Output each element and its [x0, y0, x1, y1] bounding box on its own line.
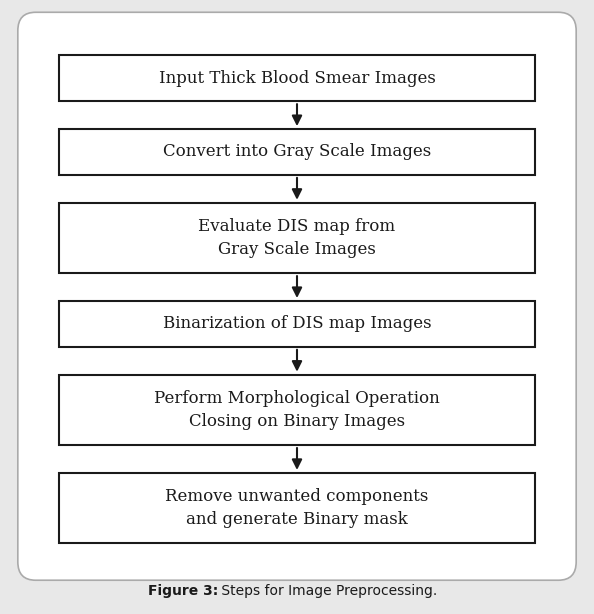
Text: Convert into Gray Scale Images: Convert into Gray Scale Images: [163, 144, 431, 160]
Text: Binarization of DIS map Images: Binarization of DIS map Images: [163, 316, 431, 332]
Text: Evaluate DIS map from
Gray Scale Images: Evaluate DIS map from Gray Scale Images: [198, 218, 396, 258]
Text: Perform Morphological Operation
Closing on Binary Images: Perform Morphological Operation Closing …: [154, 390, 440, 430]
Text: Input Thick Blood Smear Images: Input Thick Blood Smear Images: [159, 70, 435, 87]
Text: Steps for Image Preprocessing.: Steps for Image Preprocessing.: [217, 584, 437, 597]
FancyBboxPatch shape: [18, 12, 576, 580]
FancyBboxPatch shape: [59, 375, 535, 445]
FancyBboxPatch shape: [59, 473, 535, 543]
FancyBboxPatch shape: [59, 203, 535, 273]
Text: Remove unwanted components
and generate Binary mask: Remove unwanted components and generate …: [165, 488, 429, 528]
Text: Figure 3:: Figure 3:: [148, 584, 219, 597]
FancyBboxPatch shape: [59, 301, 535, 347]
FancyBboxPatch shape: [59, 55, 535, 101]
FancyBboxPatch shape: [59, 129, 535, 175]
